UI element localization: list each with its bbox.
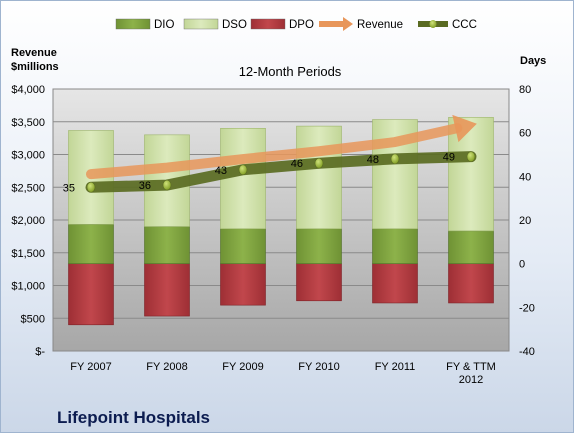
left-axis-title-line1: Revenue [11, 47, 57, 59]
dio-bar [372, 228, 418, 264]
left-tick-label: $2,000 [11, 215, 45, 227]
ccc-data-label: 35 [63, 182, 75, 194]
legend-swatch-dso [183, 18, 219, 30]
revenue-series [86, 114, 477, 180]
legend-label: DIO [154, 19, 175, 31]
x-tick-label: FY & TTM 2012 [446, 361, 496, 386]
right-tick-label: 0 [519, 259, 525, 271]
ccc-data-label: 48 [367, 154, 379, 166]
ccc-point [162, 179, 172, 191]
right-tick-label: 20 [519, 215, 531, 227]
dpo-bar [296, 263, 342, 302]
ccc-line [85, 151, 477, 193]
x-tick-label: FY 2008 [146, 361, 187, 373]
revenue-arrowhead [452, 114, 477, 143]
x-tick-label: FY 2009 [222, 361, 263, 373]
legend-marker [429, 20, 437, 28]
legend-arrowhead [343, 17, 353, 31]
right-tick-label: 40 [519, 171, 531, 183]
dso-bar [220, 128, 266, 230]
company-name: Lifepoint Hospitals [57, 408, 210, 427]
left-tick-label: $- [35, 346, 45, 358]
ccc-data-label: 46 [291, 158, 303, 170]
dpo-bar [220, 263, 266, 306]
dio-bar [296, 228, 342, 264]
left-tick-label: $500 [21, 313, 45, 325]
legend: DIO DSO DPO Revenue CCC [115, 17, 477, 31]
x-axis: FY 2007 FY 2008 FY 2009 FY 2010 FY 2011 FY & … [70, 361, 496, 386]
ccc-point [314, 157, 324, 169]
legend-label: DSO [222, 19, 247, 31]
dpo-bar [448, 263, 494, 304]
dso-bar [448, 117, 494, 232]
right-axis: -40 -20 0 20 40 60 80 [519, 84, 535, 358]
ccc-point [390, 153, 400, 165]
dpo-bar [144, 263, 190, 317]
chart-subtitle: 12-Month Periods [239, 64, 342, 79]
revenue-line [86, 123, 463, 180]
ccc-point [466, 151, 476, 162]
legend-swatch-dio [115, 18, 151, 30]
legend-swatch-dpo [250, 18, 286, 30]
x-tick-label: FY 2007 [70, 361, 111, 373]
dpo-bar [372, 263, 418, 304]
legend-label: CCC [452, 19, 477, 31]
dpo-bar [68, 263, 114, 326]
right-tick-label: 60 [519, 128, 531, 140]
ccc-data-label: 49 [443, 152, 455, 164]
left-tick-label: $2,500 [11, 182, 45, 194]
dio-bar [220, 228, 266, 264]
left-tick-label: $4,000 [11, 84, 45, 96]
x-tick-label: FY 2011 [375, 361, 416, 373]
ccc-series: 35 36 43 46 48 49 [63, 151, 477, 194]
left-axis-title-line2: $millions [11, 61, 59, 73]
left-tick-label: $3,000 [11, 150, 45, 162]
right-tick-label: -20 [519, 302, 535, 314]
left-tick-label: $1,000 [11, 281, 45, 293]
dso-bar [296, 125, 342, 230]
left-tick-label: $1,500 [11, 248, 45, 260]
x-tick-label: FY 2010 [298, 361, 339, 373]
ccc-point [238, 164, 248, 176]
ccc-data-label: 43 [215, 165, 227, 177]
ccc-data-label: 36 [139, 180, 151, 192]
right-tick-label: 80 [519, 84, 531, 96]
ccc-point [86, 181, 96, 193]
left-axis: $- $500 $1,000 $1,500 $2,000 $2,500 $3,000 $3,5… [11, 84, 45, 358]
legend-label: DPO [289, 19, 314, 31]
left-tick-label: $3,500 [11, 117, 45, 129]
right-tick-label: -40 [519, 346, 535, 358]
dio-bar [448, 230, 494, 264]
legend-label: Revenue [357, 19, 403, 31]
dio-bar [68, 224, 114, 264]
right-axis-title: Days [520, 55, 546, 67]
dio-bar [144, 226, 190, 264]
